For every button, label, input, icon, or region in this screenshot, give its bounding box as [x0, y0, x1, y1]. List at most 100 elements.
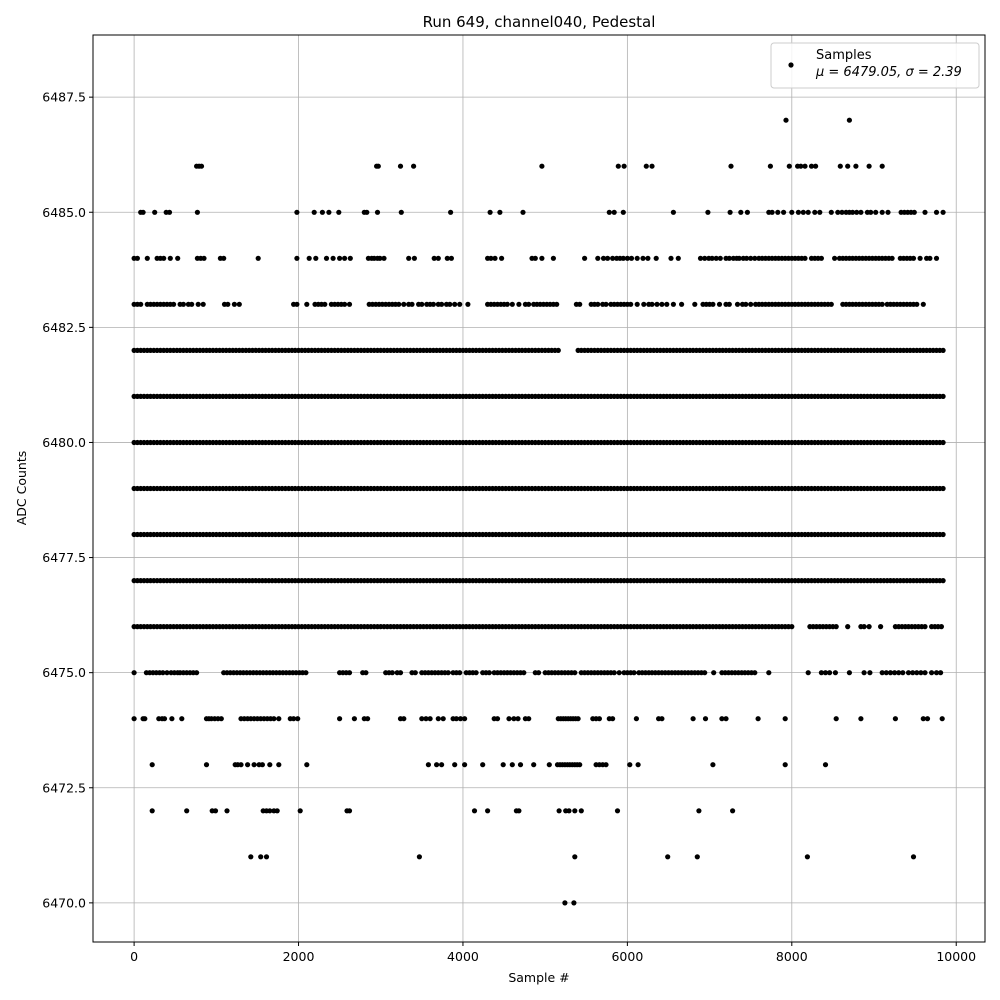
data-point	[297, 808, 303, 814]
data-point	[939, 716, 945, 722]
data-point	[635, 762, 641, 768]
data-point	[271, 716, 277, 722]
x-axis-ticks: 0 2000 4000 6000 8000 10000	[130, 942, 976, 964]
data-point	[726, 255, 732, 261]
data-point	[628, 255, 635, 261]
data-point	[748, 255, 754, 261]
data-point	[515, 716, 521, 722]
data-point	[595, 255, 601, 261]
data-point	[511, 716, 517, 722]
data-point	[603, 301, 609, 307]
data-point	[940, 485, 946, 492]
data-point	[900, 670, 906, 676]
data-point	[940, 347, 946, 353]
data-point	[805, 670, 811, 676]
data-point	[817, 209, 823, 215]
y-tick-label: 6475.0	[42, 665, 86, 680]
data-point	[224, 808, 230, 814]
data-point	[377, 255, 383, 261]
data-point	[492, 255, 498, 261]
data-points	[131, 117, 946, 906]
data-point	[319, 209, 325, 215]
data-point	[365, 716, 371, 722]
data-point	[160, 670, 166, 676]
data-point	[167, 255, 173, 261]
data-point	[304, 301, 310, 307]
data-point	[670, 301, 677, 307]
data-point	[517, 762, 524, 768]
x-tick-label: 2000	[283, 949, 315, 964]
data-point	[654, 301, 660, 307]
data-point	[938, 670, 944, 676]
y-tick-label: 6477.5	[42, 550, 86, 565]
data-point	[337, 716, 343, 722]
data-point	[555, 347, 561, 353]
data-point	[294, 255, 300, 261]
data-point	[709, 255, 715, 261]
data-point	[161, 255, 167, 261]
data-point	[445, 670, 451, 676]
data-point	[562, 900, 568, 906]
data-point	[595, 301, 601, 307]
data-point	[439, 301, 445, 307]
data-point	[274, 808, 280, 814]
data-point	[643, 163, 649, 169]
data-point	[767, 163, 774, 169]
x-tick-label: 8000	[776, 949, 808, 964]
data-point	[716, 301, 723, 307]
data-point	[375, 163, 381, 169]
y-tick-label: 6480.0	[42, 435, 86, 450]
data-point	[805, 209, 811, 215]
data-point	[827, 670, 833, 676]
data-point	[940, 578, 946, 584]
data-point	[457, 301, 463, 307]
data-point	[212, 808, 219, 814]
data-point	[430, 301, 436, 307]
data-point	[938, 624, 945, 630]
data-point	[494, 716, 501, 722]
data-point	[861, 624, 867, 630]
data-point	[488, 255, 494, 261]
data-point	[131, 716, 137, 722]
data-point	[164, 670, 170, 676]
data-point	[231, 301, 237, 307]
data-point	[924, 716, 931, 722]
data-point	[781, 209, 787, 215]
data-point	[910, 854, 917, 860]
data-point	[837, 163, 843, 169]
data-point	[245, 762, 251, 768]
data-point	[184, 808, 190, 814]
data-point	[634, 301, 640, 307]
data-point	[171, 301, 177, 307]
data-point	[381, 255, 387, 261]
data-point	[697, 255, 704, 261]
y-axis-label: ADC Counts	[14, 451, 29, 526]
data-point	[782, 716, 788, 722]
data-point	[520, 209, 526, 215]
data-point	[922, 624, 928, 630]
data-point	[833, 716, 839, 722]
data-point	[728, 163, 734, 169]
data-point	[723, 716, 729, 722]
data-point	[726, 301, 732, 307]
data-point	[822, 670, 829, 676]
data-point	[401, 301, 407, 307]
data-point	[251, 762, 257, 768]
data-point	[200, 301, 206, 307]
data-point	[457, 670, 463, 676]
data-point	[291, 716, 297, 722]
data-point	[140, 209, 146, 215]
data-point	[839, 209, 845, 215]
data-point	[398, 209, 404, 215]
data-point	[411, 163, 417, 169]
data-point	[670, 209, 677, 215]
data-point	[462, 716, 468, 722]
data-point	[743, 301, 749, 307]
data-point	[627, 762, 633, 768]
data-point	[665, 854, 671, 860]
data-point	[861, 670, 867, 676]
data-point	[702, 255, 708, 261]
data-point	[152, 209, 158, 215]
data-point	[621, 163, 627, 169]
data-point	[896, 670, 902, 676]
